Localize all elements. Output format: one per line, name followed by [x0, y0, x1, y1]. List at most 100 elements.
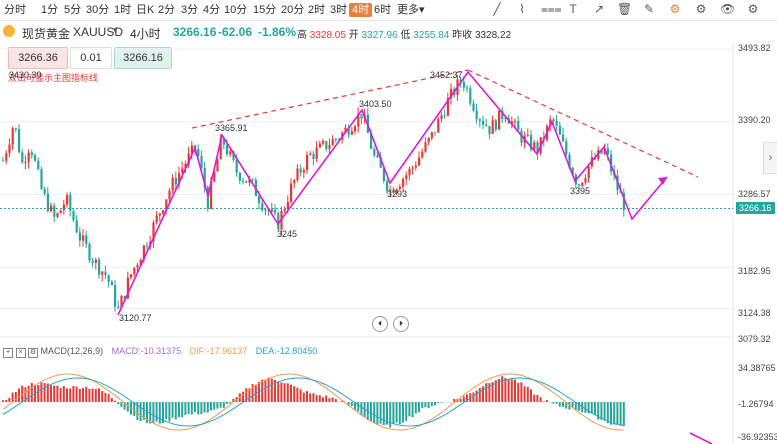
chevron-right-icon[interactable]: › — [763, 142, 777, 174]
tf-30min[interactable]: 30分 — [86, 4, 110, 16]
chart-settings-icon[interactable]: ⚙ — [695, 2, 707, 16]
candle-body — [110, 281, 113, 286]
delete-icon[interactable]: 🗑 — [617, 2, 633, 16]
candle-body — [21, 152, 24, 163]
settings-icon[interactable]: ⚙ — [747, 2, 759, 16]
candle-body — [130, 274, 133, 278]
candle-body — [136, 264, 139, 268]
chevron-down-icon[interactable]: ▾ — [113, 25, 118, 35]
candle-body — [78, 232, 81, 241]
macd-histogram-bar — [213, 402, 216, 410]
macd-histogram-bar — [219, 402, 222, 408]
tf-fenshi[interactable]: 分时 — [4, 4, 26, 16]
text-icon[interactable]: T — [569, 2, 577, 16]
macd-histogram-bar — [347, 402, 350, 406]
candle-body — [536, 142, 539, 154]
tf-1min[interactable]: 1分 — [41, 4, 59, 16]
macd-histogram-bar — [178, 402, 180, 418]
candle-body — [331, 139, 334, 146]
symbol-name[interactable]: 现货黄金 — [22, 27, 71, 41]
price-label: 3430.39 — [9, 70, 42, 80]
tf-1h[interactable]: 1时 — [114, 4, 132, 16]
macd-histogram-bar — [8, 397, 11, 402]
grid-lines — [0, 48, 733, 309]
low-value: 3255.84 — [413, 30, 450, 41]
candle-body — [386, 181, 389, 191]
macd-settings-icon[interactable]: ⚙ — [28, 348, 39, 358]
symbol-code[interactable]: XAUUSD — [73, 25, 124, 39]
candle-body — [43, 188, 46, 194]
macd-histogram-bar — [309, 393, 312, 402]
candle-body — [216, 159, 219, 172]
macd-histogram-bar — [613, 402, 616, 425]
candle-body — [210, 181, 213, 209]
tf-20min[interactable]: 20分 — [281, 4, 305, 16]
macd-histogram-bar — [280, 382, 283, 402]
candle-body — [104, 271, 107, 276]
candle-body — [296, 168, 299, 180]
macd-hide-icon[interactable]: × — [15, 348, 26, 358]
price-label: 3395 — [570, 186, 591, 196]
candle-body — [152, 222, 155, 242]
scroll-left-button[interactable]: ⏴ — [372, 316, 388, 332]
macd-histogram-bar — [494, 380, 497, 402]
draw-settings-icon[interactable]: ⚙ — [669, 2, 681, 16]
candle-body — [72, 210, 75, 221]
candle-body — [440, 115, 443, 119]
dif-value: DIF:-17.96137 — [189, 346, 248, 356]
tf-6h[interactable]: 6时 — [374, 4, 392, 16]
macd-histogram-bar — [574, 402, 577, 411]
candle-body — [357, 114, 360, 127]
open-label: 开 — [348, 30, 359, 41]
macd-histogram-bar — [114, 400, 116, 402]
macd-histogram-bar — [194, 402, 196, 413]
brush-icon[interactable]: ⌇ — [519, 2, 525, 16]
macd-histogram-bar — [66, 388, 68, 402]
edit-icon[interactable]: ✎ — [643, 2, 655, 16]
candle-body — [430, 132, 433, 138]
scroll-right-button[interactable]: ⏵ — [393, 316, 409, 332]
candle-body — [504, 117, 507, 119]
candle-body — [114, 285, 117, 307]
eye-icon[interactable]: 👁 — [720, 2, 736, 16]
tf-2min[interactable]: 2分 — [158, 4, 176, 16]
macd-histogram-bar — [50, 385, 52, 402]
macd-yaxis-label: -36.92353 — [738, 432, 777, 442]
candle-body — [568, 154, 571, 168]
bid-button[interactable]: 3266.36 — [8, 47, 68, 69]
tf-15min[interactable]: 15分 — [253, 4, 277, 16]
tf-3min[interactable]: 3分 — [181, 4, 199, 16]
candle-body — [5, 153, 8, 161]
macd-histogram-bar — [357, 402, 360, 412]
candle-body — [488, 126, 491, 134]
macd-histogram-bar — [155, 402, 158, 422]
tf-4h[interactable]: 4时 — [349, 3, 373, 17]
tf-2h[interactable]: 2时 — [308, 4, 326, 16]
price-label: 3245 — [277, 229, 298, 239]
macd-histogram-bar — [190, 402, 193, 415]
tf-more[interactable]: 更多▾ — [396, 3, 426, 17]
macd-histogram-bar — [286, 383, 289, 402]
tf-4min[interactable]: 4分 — [203, 4, 221, 16]
tf-5min[interactable]: 5分 — [64, 4, 82, 16]
macd-histogram-bar — [350, 402, 353, 407]
tf-10min[interactable]: 10分 — [224, 4, 248, 16]
draw-line-icon[interactable]: ╱ — [493, 2, 501, 16]
tf-3h[interactable]: 3时 — [330, 4, 348, 16]
macd-toggle-icon[interactable]: + — [3, 348, 13, 358]
ask-button[interactable]: 3266.16 — [114, 47, 172, 69]
macd-histogram-bar — [171, 402, 174, 418]
current-price: 3266.16 — [173, 25, 217, 39]
tf-daily[interactable]: 日K — [136, 4, 155, 16]
macd-histogram-bar — [376, 402, 379, 425]
spread-input[interactable]: 0.01 — [70, 47, 112, 69]
candle-body — [187, 153, 190, 165]
dif-line — [2, 373, 624, 431]
candle-body — [206, 187, 209, 209]
candle-body — [315, 147, 318, 159]
macd-yaxis-label: 34.38765 — [738, 363, 776, 373]
candle-body — [120, 295, 123, 308]
arrow-tool-icon[interactable]: ↗ — [593, 2, 605, 16]
macd-histogram-bar — [18, 388, 20, 402]
